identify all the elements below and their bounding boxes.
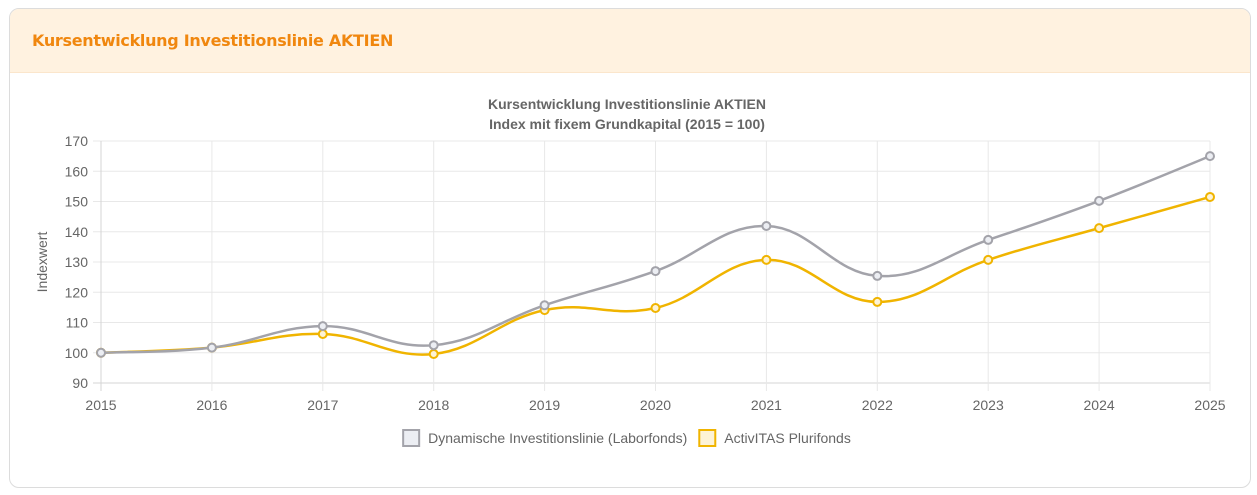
chart-title: Kursentwicklung Investitionslinie AKTIEN xyxy=(488,96,766,112)
data-point[interactable] xyxy=(206,342,217,353)
x-tick-label: 2023 xyxy=(973,397,1004,413)
x-tick-label: 2020 xyxy=(640,397,671,413)
legend-item[interactable]: ActivITAS Plurifonds xyxy=(698,429,851,447)
y-tick-label: 90 xyxy=(72,375,88,391)
x-tick-label: 2021 xyxy=(751,397,782,413)
y-axis-ticks: 90 100 110 120 130 140 150 160 170 xyxy=(65,133,89,391)
y-tick-label: 130 xyxy=(65,254,89,270)
legend-item[interactable]: Dynamische Investitionslinie (Laborfonds… xyxy=(402,429,687,447)
chart-card: Kursentwicklung Investitionslinie AKTIEN xyxy=(9,8,1251,488)
data-point[interactable] xyxy=(96,347,106,358)
data-point[interactable] xyxy=(1094,195,1105,206)
legend-label[interactable]: ActivITAS Plurifonds xyxy=(724,430,851,446)
y-tick-label: 170 xyxy=(65,133,89,149)
data-point[interactable] xyxy=(761,254,772,265)
x-axis-ticks: 2015 2016 2017 2018 2019 2020 2021 2022 2023 2024… xyxy=(85,397,1225,413)
y-tick-label: 150 xyxy=(65,194,89,210)
x-tick-label: 2025 xyxy=(1194,397,1225,413)
data-point[interactable] xyxy=(539,300,550,311)
x-tick-label: 2019 xyxy=(529,397,560,413)
data-point[interactable] xyxy=(872,270,883,281)
y-tick-label: 100 xyxy=(65,345,89,361)
series-group xyxy=(96,151,1215,359)
data-point[interactable] xyxy=(983,254,994,265)
x-tick-label: 2024 xyxy=(1084,397,1115,413)
y-tick-label: 160 xyxy=(65,163,89,179)
card-title: Kursentwicklung Investitionslinie AKTIEN xyxy=(32,31,394,50)
legend-swatch[interactable] xyxy=(698,429,717,447)
data-point[interactable] xyxy=(872,296,883,307)
chart-subtitle: Index mit fixem Grundkapital (2015 = 100… xyxy=(489,116,765,132)
data-point[interactable] xyxy=(650,302,661,313)
data-point[interactable] xyxy=(1094,223,1105,234)
data-point[interactable] xyxy=(1205,151,1215,162)
x-tick-label: 2016 xyxy=(196,397,227,413)
x-tick-label: 2017 xyxy=(307,397,338,413)
y-tick-label: 110 xyxy=(66,315,89,331)
x-tick-label: 2018 xyxy=(418,397,449,413)
card-header: Kursentwicklung Investitionslinie AKTIEN xyxy=(10,9,1250,73)
data-point[interactable] xyxy=(1205,191,1215,202)
data-point[interactable] xyxy=(428,348,439,359)
series-0 xyxy=(96,151,1215,358)
data-point[interactable] xyxy=(650,266,661,277)
x-tick-label: 2022 xyxy=(862,397,893,413)
legend-swatch[interactable] xyxy=(402,429,421,447)
data-point[interactable] xyxy=(761,221,772,232)
legend-label[interactable]: Dynamische Investitionslinie (Laborfonds… xyxy=(428,430,687,446)
data-point[interactable] xyxy=(317,328,328,339)
legend: Dynamische Investitionslinie (Laborfonds… xyxy=(402,429,851,447)
y-tick-label: 120 xyxy=(65,284,89,300)
data-point[interactable] xyxy=(428,340,439,351)
y-axis-label: Indexwert xyxy=(34,232,50,293)
data-point[interactable] xyxy=(983,234,994,245)
data-point[interactable] xyxy=(317,321,328,332)
x-tick-label: 2015 xyxy=(85,397,116,413)
grid xyxy=(93,140,1211,391)
y-tick-label: 140 xyxy=(65,224,89,240)
